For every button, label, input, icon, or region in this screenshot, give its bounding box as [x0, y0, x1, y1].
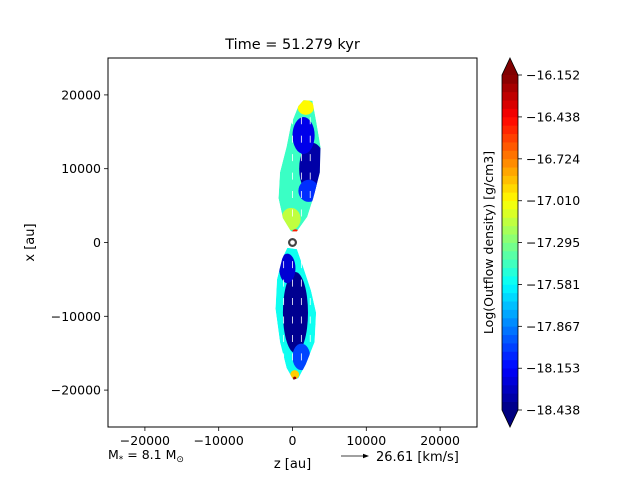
colorbar-tick-label: −17.581 [526, 277, 580, 292]
colorbar-level [502, 250, 518, 260]
colorbar-level [502, 301, 518, 310]
density-contour [293, 376, 297, 380]
colorbar-extend-max [502, 58, 518, 75]
colorbar-level [502, 167, 518, 176]
colorbar-level [502, 284, 518, 294]
y-tick-label: −20000 [51, 383, 101, 398]
colorbar-level [502, 368, 518, 377]
colorbar-level [502, 242, 518, 252]
colorbar-level [502, 217, 518, 227]
chart-title: Time = 51.279 kyr [224, 37, 360, 53]
colorbar-level [502, 384, 518, 394]
colorbar-level [502, 133, 518, 143]
mass-symbol-subscript: * [119, 455, 124, 465]
stellar-mass-annotation: M* = 8.1 M⊙ [108, 447, 184, 465]
colorbar-level [502, 259, 518, 269]
y-tick-label: 0 [93, 235, 101, 250]
x-tick-label: 10000 [346, 433, 386, 448]
colorbar-level [502, 317, 518, 327]
density-contour [279, 253, 296, 284]
velocity-vectors [283, 117, 311, 361]
velocity-scale-label: 26.61 [km/s] [376, 450, 459, 465]
colorbar-level [502, 401, 518, 411]
colorbar-tick-label: −16.152 [526, 68, 580, 83]
colorbar-level [502, 91, 518, 101]
colorbar-extend-min [502, 410, 518, 427]
colorbar-level [502, 292, 518, 302]
colorbar-tick-label: −17.295 [526, 235, 580, 250]
colorbar-level [502, 309, 518, 319]
colorbar-level [502, 75, 518, 84]
x-tick-label: 20000 [420, 433, 460, 448]
colorbar-level [502, 343, 518, 352]
colorbar-level [502, 376, 518, 386]
y-axis-label: x [au] [23, 223, 38, 261]
colorbar-level [502, 359, 518, 369]
colorbar-tick-label: −16.438 [526, 109, 580, 124]
solar-symbol: ⊙ [176, 455, 184, 465]
colorbar-level [502, 267, 518, 277]
colorbar-level [502, 116, 518, 126]
density-contour [292, 117, 315, 154]
colorbar-level [502, 234, 518, 243]
colorbar-level [502, 351, 518, 361]
x-tick-label: 0 [289, 433, 297, 448]
colorbar-ticks: −16.152 −16.438 −16.724 −17.010 −17.295 −17.5… [518, 68, 580, 418]
mass-value: = 8.1 M [123, 447, 176, 462]
colorbar-level [502, 326, 518, 336]
colorbar-level [502, 276, 518, 285]
x-tick-label: −10000 [194, 433, 244, 448]
outflow-lobe [275, 247, 317, 380]
colorbar-level [502, 142, 518, 151]
colorbar-tick-label: −16.724 [526, 151, 580, 166]
colorbar-level [502, 192, 518, 202]
density-contour [290, 370, 300, 380]
y-tick-label: 20000 [61, 87, 101, 102]
mass-symbol: M [108, 447, 119, 462]
y-tick-label: −10000 [51, 309, 101, 324]
density-contour [297, 100, 314, 115]
colorbar-level [502, 100, 518, 109]
colorbar-level [502, 158, 518, 168]
star-marker [288, 238, 298, 248]
density-contour [282, 272, 308, 354]
y-tick-label: 10000 [61, 161, 101, 176]
colorbar-level [502, 183, 518, 193]
colorbar-level [502, 209, 518, 218]
colorbar-level [502, 150, 518, 160]
colorbar-level [502, 175, 518, 185]
colorbar-level [502, 200, 518, 210]
colorbar-level [502, 334, 518, 344]
velocity-scale-arrowhead [363, 453, 369, 459]
colorbar-tick-label: −18.438 [526, 403, 580, 418]
colorbar [501, 57, 519, 428]
colorbar-level [502, 83, 518, 93]
x-axis-label: z [au] [274, 457, 311, 472]
x-axis-ticks: −20000 −10000 0 10000 20000 [120, 427, 460, 448]
colorbar-level [502, 225, 518, 235]
x-tick-label: −20000 [120, 433, 170, 448]
outflow-density-map [275, 100, 321, 380]
colorbar-label: Log(Outflow density) [g/cm3] [481, 151, 496, 334]
colorbar-tick-label: −17.010 [526, 193, 580, 208]
colorbar-level [502, 393, 518, 403]
colorbar-tick-label: −17.867 [526, 319, 580, 334]
outflow-lobe [278, 100, 321, 232]
colorbar-tick-label: −18.153 [526, 361, 580, 376]
colorbar-level [502, 108, 518, 118]
y-axis-ticks: 20000 10000 0 −10000 −20000 [51, 87, 108, 398]
colorbar-level [502, 125, 518, 135]
